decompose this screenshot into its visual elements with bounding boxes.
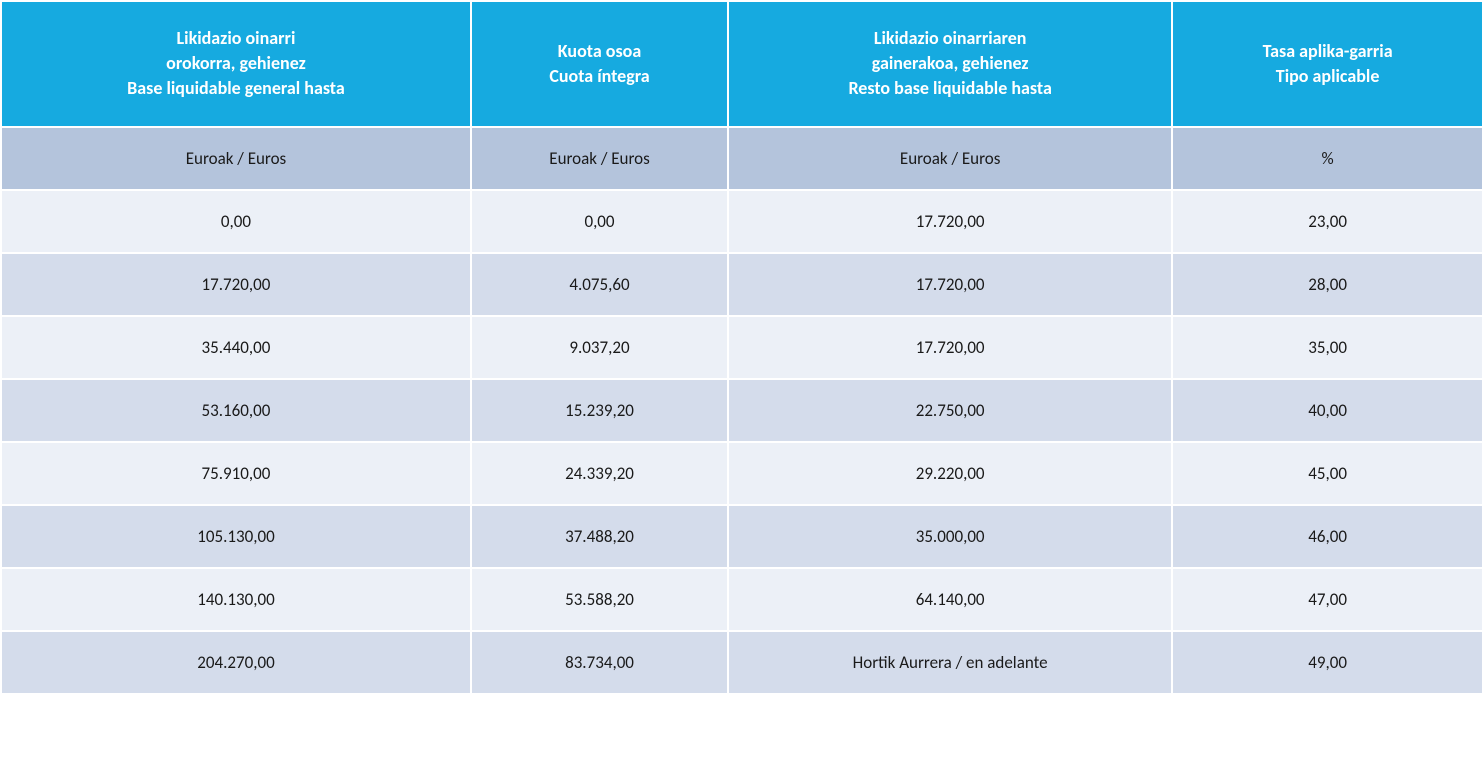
cell-base: 140.130,00 bbox=[2, 569, 470, 630]
cell-cuota: 4.075,60 bbox=[472, 254, 727, 315]
table-row: 140.130,00 53.588,20 64.140,00 47,00 bbox=[2, 569, 1482, 630]
header-text: Likidazio oinarri bbox=[22, 26, 450, 51]
cell-base: 204.270,00 bbox=[2, 632, 470, 693]
tax-table-container: Likidazio oinarri orokorra, gehienez Bas… bbox=[0, 0, 1484, 695]
cell-resto: 35.000,00 bbox=[729, 506, 1171, 567]
subheader-cell: Euroak / Euros bbox=[472, 128, 727, 189]
cell-cuota: 24.339,20 bbox=[472, 443, 727, 504]
cell-base: 53.160,00 bbox=[2, 380, 470, 441]
cell-tipo: 45,00 bbox=[1173, 443, 1482, 504]
cell-cuota: 83.734,00 bbox=[472, 632, 727, 693]
header-text: Kuota osoa bbox=[492, 39, 707, 64]
cell-base: 35.440,00 bbox=[2, 317, 470, 378]
cell-base: 0,00 bbox=[2, 191, 470, 252]
tax-bracket-table: Likidazio oinarri orokorra, gehienez Bas… bbox=[0, 0, 1484, 695]
header-text: orokorra, gehienez bbox=[22, 51, 450, 76]
subheader-cell: Euroak / Euros bbox=[2, 128, 470, 189]
subheader-cell: % bbox=[1173, 128, 1482, 189]
cell-cuota: 15.239,20 bbox=[472, 380, 727, 441]
cell-resto: 29.220,00 bbox=[729, 443, 1171, 504]
table-row: 75.910,00 24.339,20 29.220,00 45,00 bbox=[2, 443, 1482, 504]
header-text: Likidazio oinarriaren bbox=[749, 26, 1151, 51]
cell-resto: 64.140,00 bbox=[729, 569, 1171, 630]
cell-cuota: 9.037,20 bbox=[472, 317, 727, 378]
header-tipo-aplicable: Tasa aplika-garria Tipo aplicable bbox=[1173, 2, 1482, 126]
cell-cuota: 37.488,20 bbox=[472, 506, 727, 567]
cell-resto: 17.720,00 bbox=[729, 317, 1171, 378]
table-row: 105.130,00 37.488,20 35.000,00 46,00 bbox=[2, 506, 1482, 567]
table-subheader-row: Euroak / Euros Euroak / Euros Euroak / E… bbox=[2, 128, 1482, 189]
cell-base: 75.910,00 bbox=[2, 443, 470, 504]
header-text: Cuota íntegra bbox=[492, 64, 707, 89]
cell-cuota: 53.588,20 bbox=[472, 569, 727, 630]
header-text: Resto base liquidable hasta bbox=[749, 76, 1151, 101]
table-row: 17.720,00 4.075,60 17.720,00 28,00 bbox=[2, 254, 1482, 315]
cell-tipo: 47,00 bbox=[1173, 569, 1482, 630]
table-header-row: Likidazio oinarri orokorra, gehienez Bas… bbox=[2, 2, 1482, 126]
header-text: gainerakoa, gehienez bbox=[749, 51, 1151, 76]
subheader-cell: Euroak / Euros bbox=[729, 128, 1171, 189]
cell-cuota: 0,00 bbox=[472, 191, 727, 252]
cell-tipo: 40,00 bbox=[1173, 380, 1482, 441]
header-resto-base: Likidazio oinarriaren gainerakoa, gehien… bbox=[729, 2, 1171, 126]
table-body: Euroak / Euros Euroak / Euros Euroak / E… bbox=[2, 128, 1482, 693]
cell-resto: 17.720,00 bbox=[729, 254, 1171, 315]
table-row: 204.270,00 83.734,00 Hortik Aurrera / en… bbox=[2, 632, 1482, 693]
header-text: Base liquidable general hasta bbox=[22, 76, 450, 101]
cell-tipo: 28,00 bbox=[1173, 254, 1482, 315]
table-row: 53.160,00 15.239,20 22.750,00 40,00 bbox=[2, 380, 1482, 441]
header-text: Tipo aplicable bbox=[1193, 64, 1462, 89]
cell-resto: 22.750,00 bbox=[729, 380, 1171, 441]
cell-resto: Hortik Aurrera / en adelante bbox=[729, 632, 1171, 693]
table-row: 35.440,00 9.037,20 17.720,00 35,00 bbox=[2, 317, 1482, 378]
cell-tipo: 46,00 bbox=[1173, 506, 1482, 567]
cell-base: 105.130,00 bbox=[2, 506, 470, 567]
table-row: 0,00 0,00 17.720,00 23,00 bbox=[2, 191, 1482, 252]
cell-tipo: 23,00 bbox=[1173, 191, 1482, 252]
header-text: Tasa aplika-garria bbox=[1193, 39, 1462, 64]
cell-tipo: 35,00 bbox=[1173, 317, 1482, 378]
cell-tipo: 49,00 bbox=[1173, 632, 1482, 693]
cell-base: 17.720,00 bbox=[2, 254, 470, 315]
cell-resto: 17.720,00 bbox=[729, 191, 1171, 252]
header-base-liquidable: Likidazio oinarri orokorra, gehienez Bas… bbox=[2, 2, 470, 126]
header-cuota-integra: Kuota osoa Cuota íntegra bbox=[472, 2, 727, 126]
